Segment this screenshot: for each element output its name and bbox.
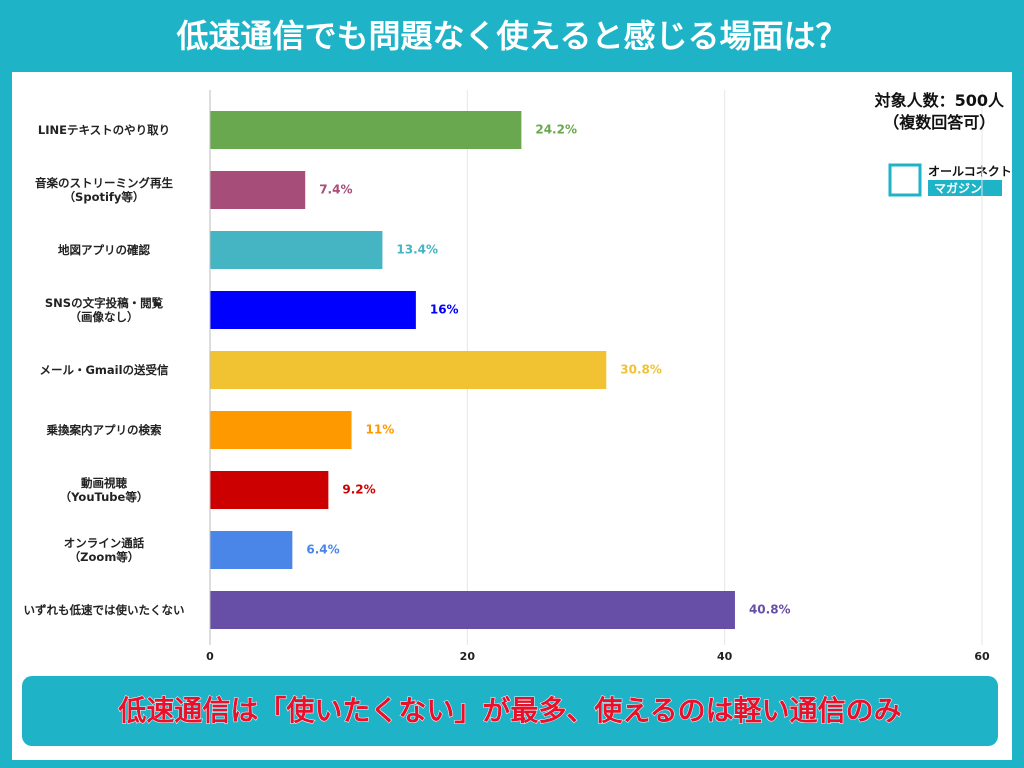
bar [210, 591, 735, 629]
value-label: 11% [366, 423, 395, 437]
logo-text: マガジン [934, 181, 982, 196]
bar [210, 171, 306, 209]
x-tick-label: 0 [206, 650, 214, 663]
y-tick-label: いずれも低速では使いたくない [23, 603, 185, 617]
note-line: 対象人数：500人 [874, 91, 1004, 110]
value-label: 6.4% [306, 543, 339, 557]
y-tick-label: LINEテキストのやり取り [37, 123, 171, 137]
logo-tag [928, 180, 1002, 196]
bar [210, 531, 293, 569]
y-tick-label: 乗換案内アプリの検索 [46, 423, 162, 437]
value-label: 9.2% [342, 483, 375, 497]
bar [210, 291, 416, 329]
y-tick-label: オンライン通話 （Zoom等） [63, 536, 145, 564]
y-tick-label: 動画視聴 （YouTube等） [59, 476, 149, 504]
y-tick-label: 音楽のストリーミング再生 （Spotify等） [35, 176, 173, 204]
y-tick-label: メール・Gmailの送受信 [39, 363, 169, 377]
panel [12, 72, 1012, 760]
x-tick-label: 20 [460, 650, 476, 663]
x-tick-label: 60 [974, 650, 990, 663]
value-label: 40.8% [749, 603, 791, 617]
logo-text: オールコネクト [928, 165, 1012, 179]
y-tick-label: SNSの文字投稿・閲覧 （画像なし） [44, 296, 164, 324]
value-label: 30.8% [620, 363, 662, 377]
note-line: （複数回答可） [883, 113, 996, 132]
x-tick-label: 40 [717, 650, 733, 663]
logo-icon [888, 163, 922, 197]
bar [210, 111, 522, 149]
y-tick-label: 地図アプリの確認 [58, 243, 150, 257]
value-label: 13.4% [396, 243, 438, 257]
logo: オールコネクト マガジン [888, 163, 1012, 197]
value-label: 24.2% [535, 123, 577, 137]
note: 対象人数：500人 （複数回答可） [875, 90, 1004, 134]
value-label: 16% [430, 303, 459, 317]
value-label: 7.4% [319, 183, 352, 197]
footer-banner: 低速通信は「使いたくない」が最多、使えるのは軽い通信のみ [22, 676, 998, 746]
bar [210, 411, 352, 449]
title-banner: 低速通信でも問題なく使えると感じる場面は？ [176, 17, 848, 55]
bar [210, 231, 383, 269]
bar [210, 351, 607, 389]
bar [210, 471, 329, 509]
